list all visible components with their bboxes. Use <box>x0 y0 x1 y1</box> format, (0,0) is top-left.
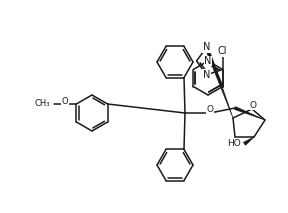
Text: N: N <box>204 56 212 66</box>
Polygon shape <box>243 137 254 145</box>
Text: HO: HO <box>227 139 240 148</box>
Text: O: O <box>206 105 213 115</box>
Polygon shape <box>234 107 265 120</box>
Text: N: N <box>203 70 210 80</box>
Text: O: O <box>249 101 257 109</box>
Text: N: N <box>203 42 210 52</box>
Polygon shape <box>205 47 233 118</box>
Text: CH₃: CH₃ <box>35 99 50 108</box>
Text: O: O <box>62 96 69 105</box>
Text: Cl: Cl <box>218 46 228 56</box>
